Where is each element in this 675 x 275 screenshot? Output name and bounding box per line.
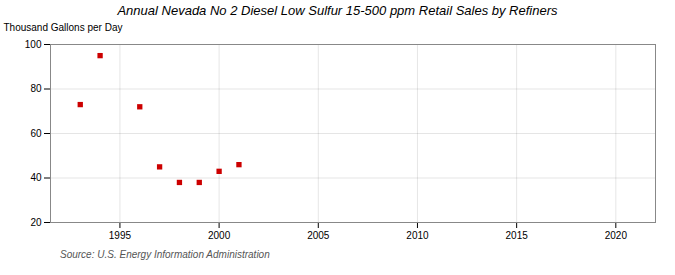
svg-text:40: 40 <box>30 172 42 183</box>
html-text:Source: U.S. Energy Informatio: Source: U.S. Energy Information Administ… <box>60 249 270 260</box>
svg-text:2010: 2010 <box>406 230 429 241</box>
html-text:Annual Nevada No 2 Diesel Low: Annual Nevada No 2 Diesel Low Sulfur 15-… <box>117 3 558 18</box>
svg-text:80: 80 <box>30 83 42 94</box>
svg-text:2020: 2020 <box>605 230 628 241</box>
svg-text:2005: 2005 <box>307 230 330 241</box>
svg-text:100: 100 <box>25 39 42 50</box>
svg-text:20: 20 <box>30 217 42 228</box>
svg-text:2000: 2000 <box>208 230 231 241</box>
svg-text:60: 60 <box>30 128 42 139</box>
svg-text:Thousand Gallons per Day: Thousand Gallons per Day <box>4 22 123 33</box>
svg-text:2015: 2015 <box>506 230 529 241</box>
svg-text:1995: 1995 <box>109 230 132 241</box>
